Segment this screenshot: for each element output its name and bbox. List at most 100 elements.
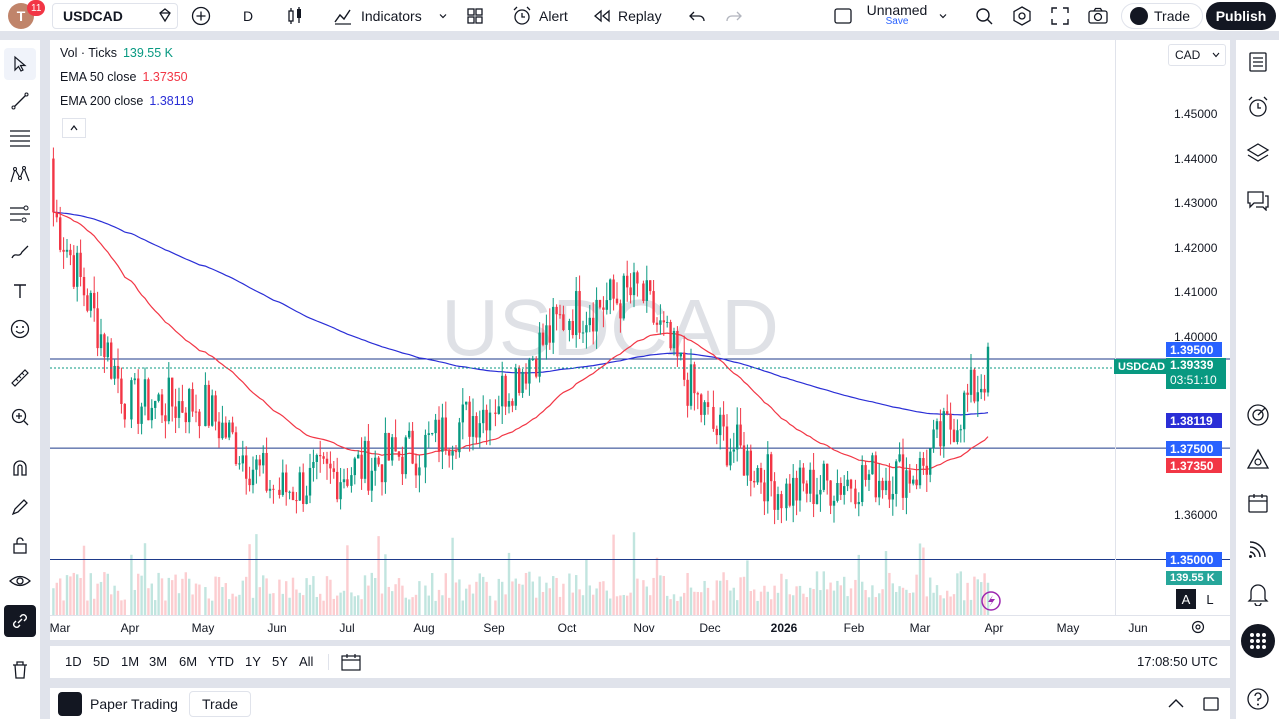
eye-icon[interactable] xyxy=(4,565,36,597)
calendar-icon[interactable] xyxy=(1241,486,1275,520)
candle-body xyxy=(251,469,255,486)
range-ytd[interactable]: YTD xyxy=(208,654,234,669)
pattern-icon[interactable] xyxy=(4,159,36,191)
layout-name-button[interactable]: Unnamed Save xyxy=(862,2,932,27)
range-1y[interactable]: 1Y xyxy=(245,654,261,669)
paper-trading-tab[interactable]: Paper Trading xyxy=(58,692,178,716)
chart-pane[interactable]: USDCAD Vol · Ticks 139.55 K EMA 50 close… xyxy=(50,40,1230,640)
text-tool-icon[interactable] xyxy=(4,275,36,307)
trend-line-icon[interactable] xyxy=(4,85,36,117)
signal-icon[interactable] xyxy=(1241,532,1275,566)
volume-bar xyxy=(434,600,437,615)
current-price-tag[interactable]: 1.39339 03:51:10 xyxy=(1166,358,1226,389)
chevron-up-icon[interactable] xyxy=(1166,696,1186,713)
indicators-button[interactable]: Indicators xyxy=(333,0,422,32)
fullscreen-icon[interactable] xyxy=(1050,0,1070,32)
draw-mode-icon[interactable] xyxy=(4,491,36,523)
emoji-icon[interactable] xyxy=(4,313,36,345)
candle-body xyxy=(809,469,812,494)
zoom-in-icon[interactable] xyxy=(4,401,36,433)
range-all[interactable]: All xyxy=(299,654,314,669)
save-label[interactable]: Save xyxy=(885,16,909,27)
price-chart[interactable]: USDCAD xyxy=(50,40,1230,640)
camera-icon[interactable] xyxy=(1087,0,1109,32)
legend-ema200[interactable]: EMA 200 close 1.38119 xyxy=(60,94,194,108)
settings-icon[interactable] xyxy=(1012,0,1032,32)
candle-body xyxy=(475,416,478,438)
legend-ema50[interactable]: EMA 50 close 1.37350 xyxy=(60,70,188,84)
ruler-icon[interactable] xyxy=(4,362,36,394)
publish-button[interactable]: Publish xyxy=(1206,2,1276,30)
brush-icon[interactable] xyxy=(4,237,36,269)
collapse-legend-button[interactable] xyxy=(62,118,86,138)
fib-retracement-icon[interactable] xyxy=(4,122,36,154)
maximize-panel-icon[interactable] xyxy=(1202,695,1220,716)
trade-button[interactable]: Trade xyxy=(1121,3,1204,29)
level-tag[interactable]: 1.35000 xyxy=(1166,552,1222,567)
alerts-icon[interactable] xyxy=(1241,90,1275,124)
footer-trade-button[interactable]: Trade xyxy=(189,691,252,717)
candle-body xyxy=(418,467,421,476)
candle-body xyxy=(742,445,746,476)
volume-bar xyxy=(785,579,788,615)
alert-button[interactable]: Alert xyxy=(511,0,568,32)
interval-button[interactable]: D xyxy=(242,8,254,24)
candle-body xyxy=(632,272,636,296)
candle-body xyxy=(329,463,332,469)
volume-bar xyxy=(55,582,58,615)
chevron-down-icon[interactable] xyxy=(938,0,948,32)
link-icon[interactable] xyxy=(4,605,36,637)
legend-volume[interactable]: Vol · Ticks 139.55 K xyxy=(60,46,173,60)
replay-button[interactable]: Replay xyxy=(592,0,662,32)
range-1d[interactable]: 1D xyxy=(65,654,82,669)
candle-body xyxy=(65,249,69,252)
chat-icon[interactable] xyxy=(1241,183,1275,217)
magnet-icon[interactable] xyxy=(4,452,36,484)
time-axis-label: Aug xyxy=(413,621,435,635)
log-scale-button[interactable]: L xyxy=(1206,591,1214,607)
candle-body xyxy=(113,365,116,379)
volume-bar xyxy=(959,571,962,615)
symbol-search[interactable]: USDCAD xyxy=(52,3,178,29)
cursor-icon[interactable] xyxy=(4,48,36,80)
apps-icon[interactable] xyxy=(1241,624,1275,658)
ideas-icon[interactable] xyxy=(1241,442,1275,476)
range-5d[interactable]: 5D xyxy=(93,654,110,669)
redo-icon[interactable] xyxy=(725,0,743,32)
notifications-icon[interactable] xyxy=(1241,577,1275,611)
range-3m[interactable]: 3M xyxy=(149,654,168,669)
candle-body xyxy=(686,379,689,406)
axis-settings-icon[interactable] xyxy=(1191,620,1205,637)
level-tag[interactable]: 1.37500 xyxy=(1166,441,1222,456)
target-icon[interactable] xyxy=(1241,398,1275,432)
candle-type-icon[interactable] xyxy=(285,0,305,32)
goto-date-icon[interactable] xyxy=(340,652,362,675)
prediction-icon[interactable] xyxy=(4,198,36,230)
layout-icon[interactable] xyxy=(833,0,853,32)
volume-bar xyxy=(935,585,939,615)
undo-icon[interactable] xyxy=(688,0,706,32)
candle-body xyxy=(116,365,120,379)
candle-body xyxy=(836,482,839,501)
add-symbol-icon[interactable] xyxy=(190,0,212,32)
range-1m[interactable]: 1M xyxy=(121,654,140,669)
layers-icon[interactable] xyxy=(1241,136,1275,170)
range-5y[interactable]: 5Y xyxy=(272,654,288,669)
templates-icon[interactable] xyxy=(466,0,484,32)
volume-bar xyxy=(642,580,645,615)
lock-icon[interactable] xyxy=(4,529,36,561)
utc-clock[interactable]: 17:08:50 UTC xyxy=(1137,654,1218,669)
notification-badge[interactable]: 11 xyxy=(27,0,46,16)
chevron-down-icon[interactable] xyxy=(438,0,448,32)
help-icon[interactable] xyxy=(1241,682,1275,716)
currency-select[interactable]: CAD xyxy=(1168,44,1226,66)
candle-body xyxy=(188,389,191,423)
level-tag[interactable]: 1.39500 xyxy=(1166,342,1222,357)
range-6m[interactable]: 6M xyxy=(179,654,198,669)
watchlist-icon[interactable] xyxy=(1241,45,1275,79)
volume-bar xyxy=(154,600,157,615)
auto-scale-button[interactable]: A xyxy=(1176,589,1196,609)
quick-search-icon[interactable] xyxy=(974,0,994,32)
trash-icon[interactable] xyxy=(4,654,36,686)
compare-icon[interactable] xyxy=(157,7,173,26)
